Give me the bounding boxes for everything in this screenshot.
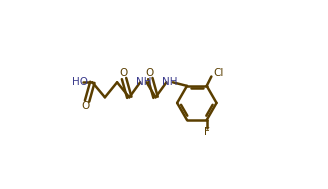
Text: NH: NH: [162, 77, 178, 87]
Text: Cl: Cl: [213, 68, 224, 78]
Text: O: O: [119, 68, 127, 78]
Text: O: O: [81, 101, 90, 111]
Text: NH: NH: [136, 77, 152, 87]
Text: O: O: [145, 68, 154, 78]
Text: F: F: [204, 127, 210, 137]
Text: HO: HO: [72, 77, 88, 87]
